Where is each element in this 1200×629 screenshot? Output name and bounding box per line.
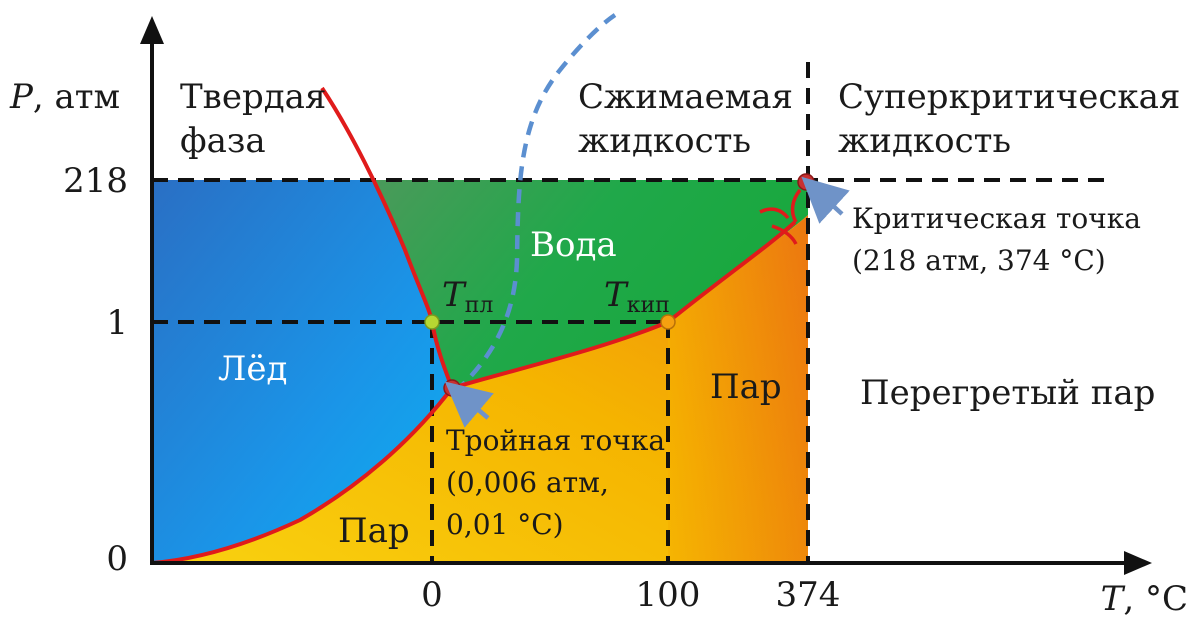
anomaly-dashed-curve xyxy=(453,13,617,394)
triple-arrow xyxy=(444,381,494,428)
x-axis-label: T, °C xyxy=(1101,579,1188,619)
critical-point-values: (218 атм, 374 °C) xyxy=(852,244,1106,277)
sublimation-curve xyxy=(151,386,454,565)
x-tick-374: 374 xyxy=(776,575,841,615)
triple-point-marker xyxy=(443,379,461,397)
solid-phase-label-line2: фаза xyxy=(180,121,266,161)
y-tick-0: 0 xyxy=(106,539,128,579)
y-axis-label: P, атм xyxy=(9,77,120,117)
solid-phase-label-line1: Твердая xyxy=(180,77,326,117)
compressed-liquid-label-line1: Сжимаемая xyxy=(578,77,793,117)
vapor-right-label: Пар xyxy=(710,367,782,407)
y-tick-218: 218 xyxy=(63,161,128,201)
triple-point-title: Тройная точка xyxy=(446,424,665,457)
x-tick-0: 0 xyxy=(421,575,443,615)
critical-squiggle-c xyxy=(790,188,802,223)
x-tick-100: 100 xyxy=(636,575,701,615)
water-label: Вода xyxy=(530,225,617,265)
critical-squiggle-a xyxy=(759,207,790,220)
triple-point-temperature: 0,01 °C) xyxy=(446,508,564,541)
compressed-liquid-label-line2: жидкость xyxy=(578,121,751,161)
supercritical-label-line2: жидкость xyxy=(838,121,1011,161)
x-axis-var: T xyxy=(1101,579,1126,619)
y-axis-unit: , атм xyxy=(33,77,120,117)
critical-point-title: Критическая точка xyxy=(852,202,1141,235)
ice-label: Лёд xyxy=(218,349,287,389)
melting-point-marker xyxy=(424,314,440,330)
water-region xyxy=(375,180,808,388)
critical-point-marker xyxy=(797,173,815,191)
t-boil-label: Tкип xyxy=(604,275,670,318)
triple-point-pressure: (0,006 атм, xyxy=(446,466,609,499)
melting-curve xyxy=(320,86,454,389)
y-axis-arrow-icon xyxy=(140,16,164,44)
vapor-right-region xyxy=(668,215,808,563)
ice-region xyxy=(152,180,452,563)
critical-arrow xyxy=(801,176,850,224)
boiling-point-marker xyxy=(660,314,676,330)
critical-squiggle-b xyxy=(771,224,798,245)
t-melt-label: Tпл xyxy=(442,275,493,318)
y-tick-1: 1 xyxy=(106,303,128,343)
x-axis-arrow-icon xyxy=(1124,551,1152,575)
supercritical-label-line1: Суперкритическая xyxy=(838,77,1180,117)
superheated-vapor-label: Перегретый пар xyxy=(860,373,1155,413)
y-axis-var: P xyxy=(9,77,34,117)
x-axis-unit: , °C xyxy=(1123,579,1188,619)
vapor-left-label: Пар xyxy=(338,511,410,551)
